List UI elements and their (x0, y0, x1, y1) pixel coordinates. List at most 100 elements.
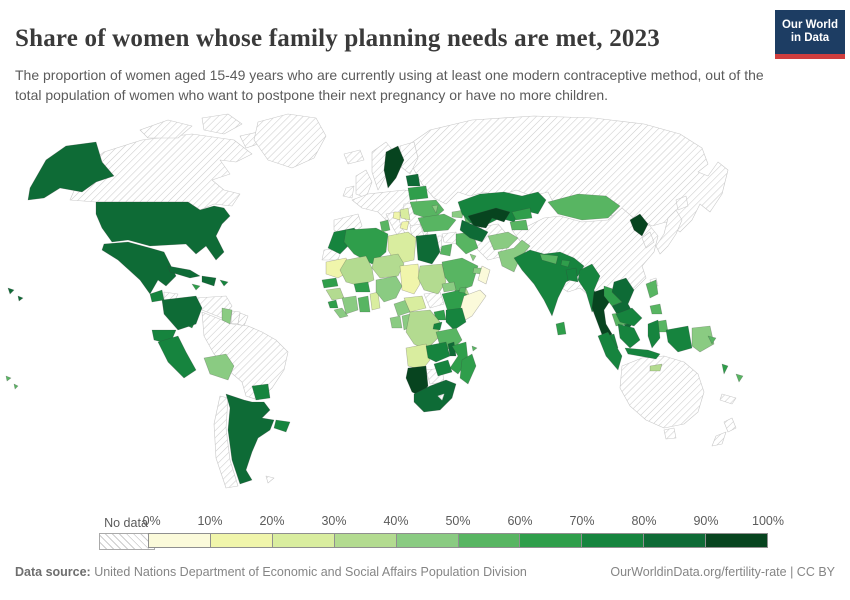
country-mexico[interactable] (101, 241, 177, 295)
country-kuwait[interactable] (469, 253, 477, 262)
country-syria[interactable] (441, 231, 459, 245)
country-philippines-luzon[interactable] (645, 279, 659, 299)
country-papua-new-guinea[interactable] (691, 325, 715, 353)
country-zimbabwe[interactable] (433, 359, 453, 377)
country-iceland[interactable] (343, 149, 365, 165)
country-new-caledonia[interactable] (719, 393, 737, 405)
country-bosnia[interactable] (392, 211, 401, 221)
country-guinea[interactable] (325, 287, 345, 301)
country-uruguay[interactable] (273, 419, 291, 433)
country-belarus[interactable] (407, 185, 429, 201)
country-solomon-islands[interactable] (707, 335, 717, 345)
country-sri-lanka[interactable] (555, 321, 567, 336)
country-japan[interactable] (655, 209, 683, 255)
country-indonesia-sumatra[interactable] (597, 331, 623, 371)
country-mongolia[interactable] (547, 193, 621, 221)
country-kenya[interactable] (445, 307, 467, 331)
country-south-sudan[interactable] (423, 291, 445, 309)
legend-bin-20-30%[interactable] (271, 534, 334, 547)
country-senegal[interactable] (321, 277, 339, 289)
country-lesotho[interactable] (437, 393, 445, 401)
country-nepal[interactable] (539, 253, 559, 265)
country-vanuatu[interactable] (721, 363, 729, 375)
legend-bin-50-60%[interactable] (457, 534, 520, 547)
region-pacific-islands[interactable] (13, 383, 19, 390)
country-liberia[interactable] (333, 307, 349, 319)
country-cote-divoire[interactable] (341, 295, 359, 315)
country-falkland-islands[interactable] (265, 475, 275, 484)
country-madagascar[interactable] (459, 353, 477, 385)
country-malaysia-borneo[interactable] (615, 307, 643, 327)
country-timor-leste[interactable] (649, 363, 663, 372)
country-peru[interactable] (157, 335, 197, 379)
country-kyrgyzstan[interactable] (511, 207, 533, 221)
country-ghana[interactable] (357, 295, 371, 313)
country-australia-tasmania[interactable] (663, 427, 677, 440)
country-united-states-hawaii[interactable] (17, 295, 24, 302)
country-canada-arctic[interactable] (201, 113, 243, 135)
country-argentina[interactable] (225, 393, 275, 485)
country-burkina-faso[interactable] (353, 281, 371, 293)
country-niger[interactable] (371, 253, 405, 279)
country-oman[interactable] (477, 265, 491, 285)
country-sweden[interactable] (383, 145, 405, 189)
country-greenland[interactable] (253, 113, 327, 169)
country-new-zealand-south[interactable] (711, 431, 727, 447)
country-moldova[interactable] (431, 204, 439, 214)
country-south-korea[interactable] (641, 231, 655, 249)
country-paraguay[interactable] (251, 383, 271, 401)
country-serbia[interactable] (399, 207, 411, 221)
region-rwanda-burundi[interactable] (432, 321, 443, 331)
legend-bin-40-50%[interactable] (395, 534, 458, 547)
country-turkmenistan[interactable] (459, 219, 489, 243)
country-tunisia[interactable] (379, 219, 391, 233)
country-united-states-hawaii[interactable] (7, 287, 15, 295)
country-colombia[interactable] (161, 295, 203, 331)
region-pacific-islands[interactable] (5, 375, 12, 382)
country-united-states-alaska[interactable] (27, 141, 115, 201)
country-south-africa[interactable] (413, 379, 457, 413)
country-tajikistan[interactable] (509, 219, 529, 231)
country-georgia[interactable] (451, 209, 465, 219)
country-united-states[interactable] (95, 201, 231, 261)
country-bolivia[interactable] (203, 353, 235, 381)
country-egypt[interactable] (415, 233, 441, 265)
country-indonesia-sulawesi[interactable] (647, 319, 661, 349)
legend-bin-10-20%[interactable] (209, 534, 272, 547)
country-pakistan[interactable] (497, 239, 531, 273)
country-sierra-leone[interactable] (327, 299, 339, 309)
country-jordan[interactable] (439, 243, 453, 257)
country-djibouti[interactable] (458, 286, 467, 294)
country-ireland[interactable] (342, 185, 355, 199)
country-zambia[interactable] (425, 341, 451, 363)
country-philippines-visayas[interactable] (649, 303, 663, 315)
country-guyana[interactable] (221, 307, 233, 325)
country-sudan[interactable] (417, 263, 447, 295)
license-label[interactable]: CC BY (796, 565, 835, 579)
country-french-guiana[interactable] (237, 312, 249, 327)
legend-bin-60-70%[interactable] (519, 534, 582, 547)
country-indonesia-papua[interactable] (665, 325, 693, 353)
country-united-kingdom[interactable] (355, 169, 373, 199)
country-cuba[interactable] (167, 265, 201, 279)
legend-bin-70-80%[interactable] (581, 534, 644, 547)
country-turkey[interactable] (417, 213, 457, 233)
country-central-african-republic[interactable] (403, 295, 427, 313)
region-togo-benin[interactable] (369, 291, 381, 311)
country-russia[interactable] (403, 115, 729, 233)
owid-logo[interactable]: Our World in Data (775, 10, 845, 59)
country-north-korea[interactable] (629, 213, 649, 237)
region-baltic-states[interactable] (405, 173, 421, 187)
country-bangladesh[interactable] (565, 267, 579, 283)
legend-bin-90-100%[interactable] (705, 534, 768, 547)
legend-bin-30-40%[interactable] (333, 534, 396, 547)
country-japan-hokkaido[interactable] (675, 195, 689, 211)
country-nigeria[interactable] (375, 275, 403, 303)
country-jamaica[interactable] (191, 283, 201, 291)
country-chile[interactable] (213, 395, 239, 489)
country-gabon[interactable] (389, 315, 403, 329)
legend-bin-80-90%[interactable] (643, 534, 706, 547)
country-new-zealand[interactable] (723, 417, 737, 433)
country-fiji[interactable] (735, 373, 744, 383)
legend-bin-0-10%[interactable] (149, 534, 210, 547)
